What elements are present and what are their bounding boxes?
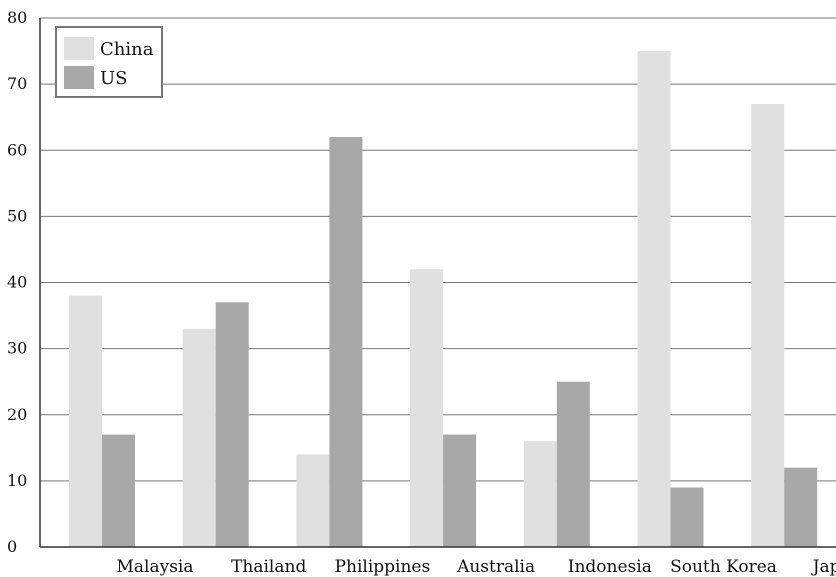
bar-china-indonesia	[523, 441, 557, 547]
bar-us-thailand	[215, 302, 249, 547]
bar-us-australia	[443, 434, 477, 547]
bar-us-indonesia	[556, 381, 590, 547]
legend-label-us: US	[100, 68, 128, 89]
y-tick-label-40: 40	[7, 273, 27, 292]
x-tick-label-malaysia: Malaysia	[116, 557, 193, 577]
x-tick-label-australia: Australia	[456, 557, 535, 577]
x-tick-label-thailand: Thailand	[231, 557, 306, 577]
bar-us-philippines	[329, 137, 363, 547]
y-tick-label-30: 30	[7, 339, 27, 358]
legend-swatch-us	[64, 66, 94, 89]
y-tick-label-80: 80	[7, 8, 27, 27]
bar-china-australia	[410, 269, 444, 547]
bar-us-south-korea	[670, 487, 704, 547]
bar-china-japan	[751, 103, 785, 548]
bar-china-philippines	[296, 454, 330, 547]
x-tick-label-indonesia: Indonesia	[568, 557, 652, 577]
legend-label-china: China	[100, 39, 154, 60]
legend: China US	[55, 26, 163, 98]
y-tick-label-70: 70	[7, 74, 27, 93]
x-tick-label-south-korea: South Korea	[670, 557, 777, 577]
y-tick-label-20: 20	[7, 405, 27, 424]
y-tick-label-10: 10	[7, 471, 27, 490]
y-tick-label-60: 60	[7, 140, 27, 159]
bar-us-japan	[784, 467, 818, 547]
axes: 0 10 20 30 40 50 60 70 80 Malaysia Thailand Philipp…	[7, 8, 836, 577]
bar-china-malaysia	[69, 295, 102, 547]
y-tick-label-0: 0	[7, 537, 17, 556]
legend-swatch-china	[64, 37, 94, 60]
bar-us-malaysia	[102, 434, 135, 547]
bars	[69, 51, 818, 548]
bar-china-south-korea	[637, 51, 671, 547]
bar-china-thailand	[182, 328, 216, 547]
y-tick-label-50: 50	[7, 206, 27, 225]
x-tick-label-japan: Japan	[811, 557, 836, 577]
x-tick-label-philippines: Philippines	[335, 557, 431, 577]
